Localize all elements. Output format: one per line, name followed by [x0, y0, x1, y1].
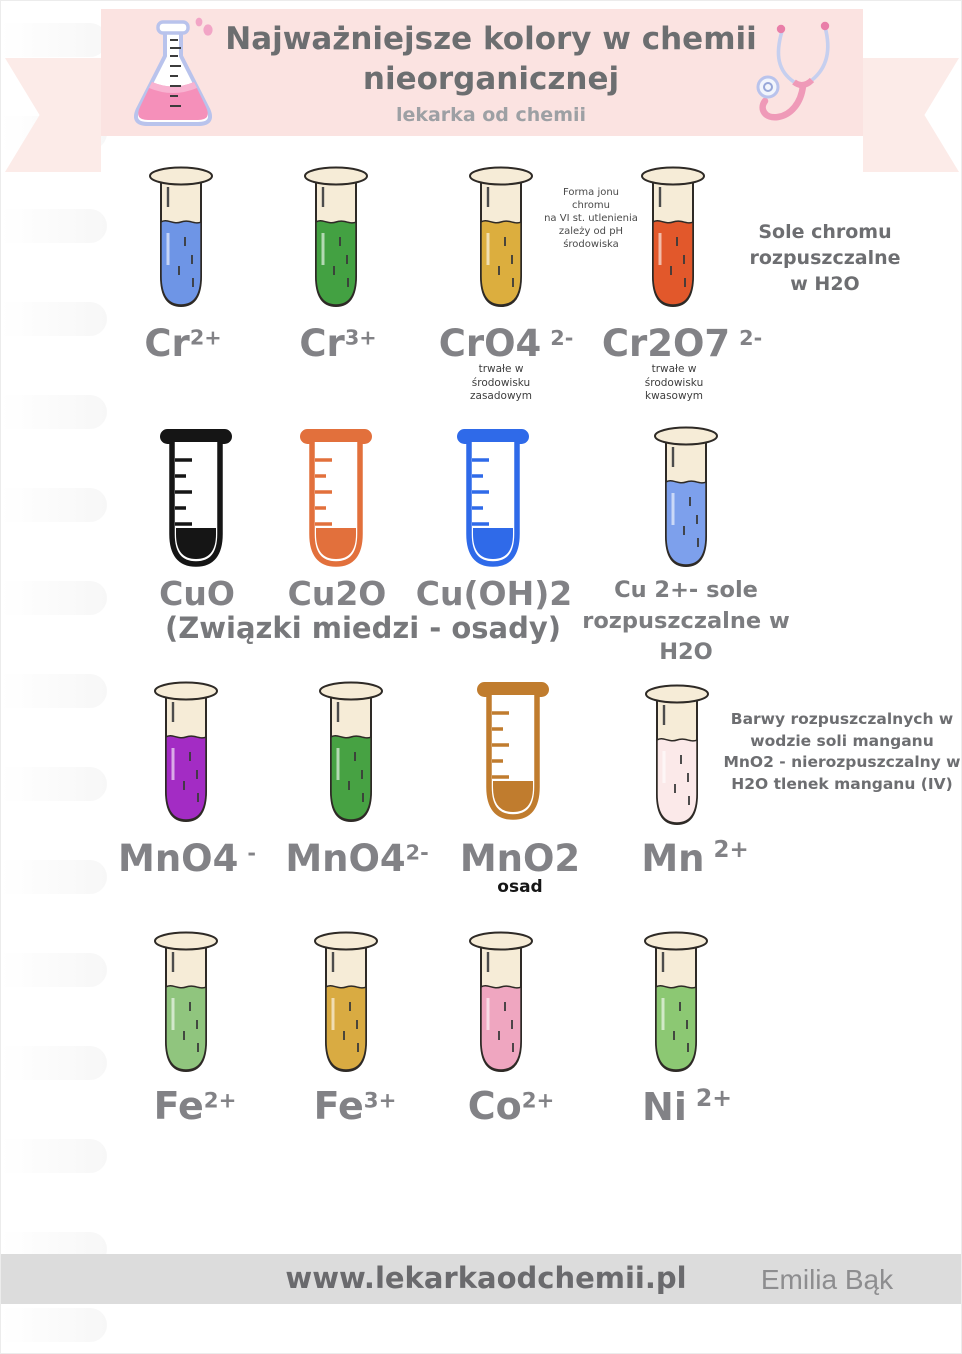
test-tube-cr3plus — [295, 165, 377, 315]
watermark-pill — [1, 674, 107, 708]
ribbon-tail-left — [5, 58, 101, 172]
watermark-pill — [1, 302, 107, 336]
label-fe2plus: Fe2+ — [153, 1084, 237, 1128]
manganese-side-note: Barwy rozpuszczalnych w wodzie soli mang… — [723, 710, 961, 793]
test-tube-mn2plus — [636, 683, 718, 833]
watermark-pill — [1, 581, 107, 615]
page-title-line2: nieorganicznej — [362, 61, 620, 97]
mno2-precipitate-note: osad — [497, 877, 543, 897]
watermark-pill — [1, 1308, 107, 1342]
test-tube-fe3plus — [305, 930, 387, 1080]
watermark-pill — [1, 1139, 107, 1173]
page-title-line1: Najważniejsze kolory w chemii — [225, 21, 757, 57]
watermark-pill — [1, 953, 107, 987]
footer-bar — [1, 1254, 961, 1304]
label-cr2plus: Cr2+ — [144, 322, 222, 365]
cu2plus-note: Cu 2+- sole rozpuszczalne w H2O — [582, 577, 790, 665]
test-tube-ni2plus — [635, 930, 717, 1080]
watermark-pill — [1, 488, 107, 522]
watermark-pill — [1, 395, 107, 429]
copper-group-note: (Związki miedzi - osady) — [164, 611, 562, 645]
watermark-pill — [1, 23, 107, 57]
label-cu2o: Cu2O — [287, 574, 387, 613]
test-tube-cr2plus — [140, 165, 222, 315]
footer-website: www.lekarkaodchemii.pl — [285, 1261, 687, 1295]
test-tube-cr2o7 — [632, 165, 714, 315]
label-mno2: MnO2 — [459, 837, 581, 880]
label-cro4: CrO4 2- — [438, 322, 574, 365]
chromium-side-note: Sole chromu rozpuszczalne w H2O — [749, 221, 901, 295]
test-tube-mno2 — [469, 680, 557, 828]
test-tube-cu2o — [292, 427, 380, 575]
footer-author: Emilia Bąk — [760, 1264, 894, 1295]
test-tube-cu2plus — [645, 425, 727, 575]
label-cr3plus: Cr3+ — [299, 322, 377, 365]
watermark-pill — [1, 209, 107, 243]
test-tube-mno4minus — [145, 680, 227, 830]
label-cuoh2: Cu(OH)2 — [415, 574, 573, 613]
header-banner — [101, 9, 863, 136]
watermark-pill — [1, 767, 107, 801]
test-tube-fe2plus — [145, 930, 227, 1080]
label-mno4minus: MnO4- — [118, 837, 256, 880]
test-tube-cuo — [152, 427, 240, 575]
label-cr2o7: Cr2O7 2- — [601, 322, 763, 365]
label-cuo: CuO — [159, 574, 235, 613]
label-mn2plus: Mn 2+ — [641, 837, 749, 880]
test-tube-co2plus — [460, 930, 542, 1080]
test-tube-cuoh2 — [449, 427, 537, 575]
cr2o7-stability-note: trwałe w środowisku kwasowym — [644, 363, 704, 402]
watermark-pill — [1, 1046, 107, 1080]
cro4-stability-note: trwałe w środowisku zasadowym — [470, 363, 532, 402]
label-co2plus: Co2+ — [467, 1084, 555, 1128]
chromium-ph-note: Forma jonu chromu na VI st. utlenienia z… — [544, 187, 638, 250]
label-mno4-2minus: MnO42- — [285, 837, 429, 880]
watermark-pill — [1, 860, 107, 894]
label-fe3plus: Fe3+ — [313, 1084, 397, 1128]
test-tube-mno4-2minus — [310, 680, 392, 830]
label-ni2plus: Ni 2+ — [642, 1084, 732, 1130]
ribbon-tail-right — [863, 58, 959, 172]
test-tube-cro4 — [460, 165, 542, 315]
page-subtitle: lekarka od chemii — [395, 104, 587, 126]
